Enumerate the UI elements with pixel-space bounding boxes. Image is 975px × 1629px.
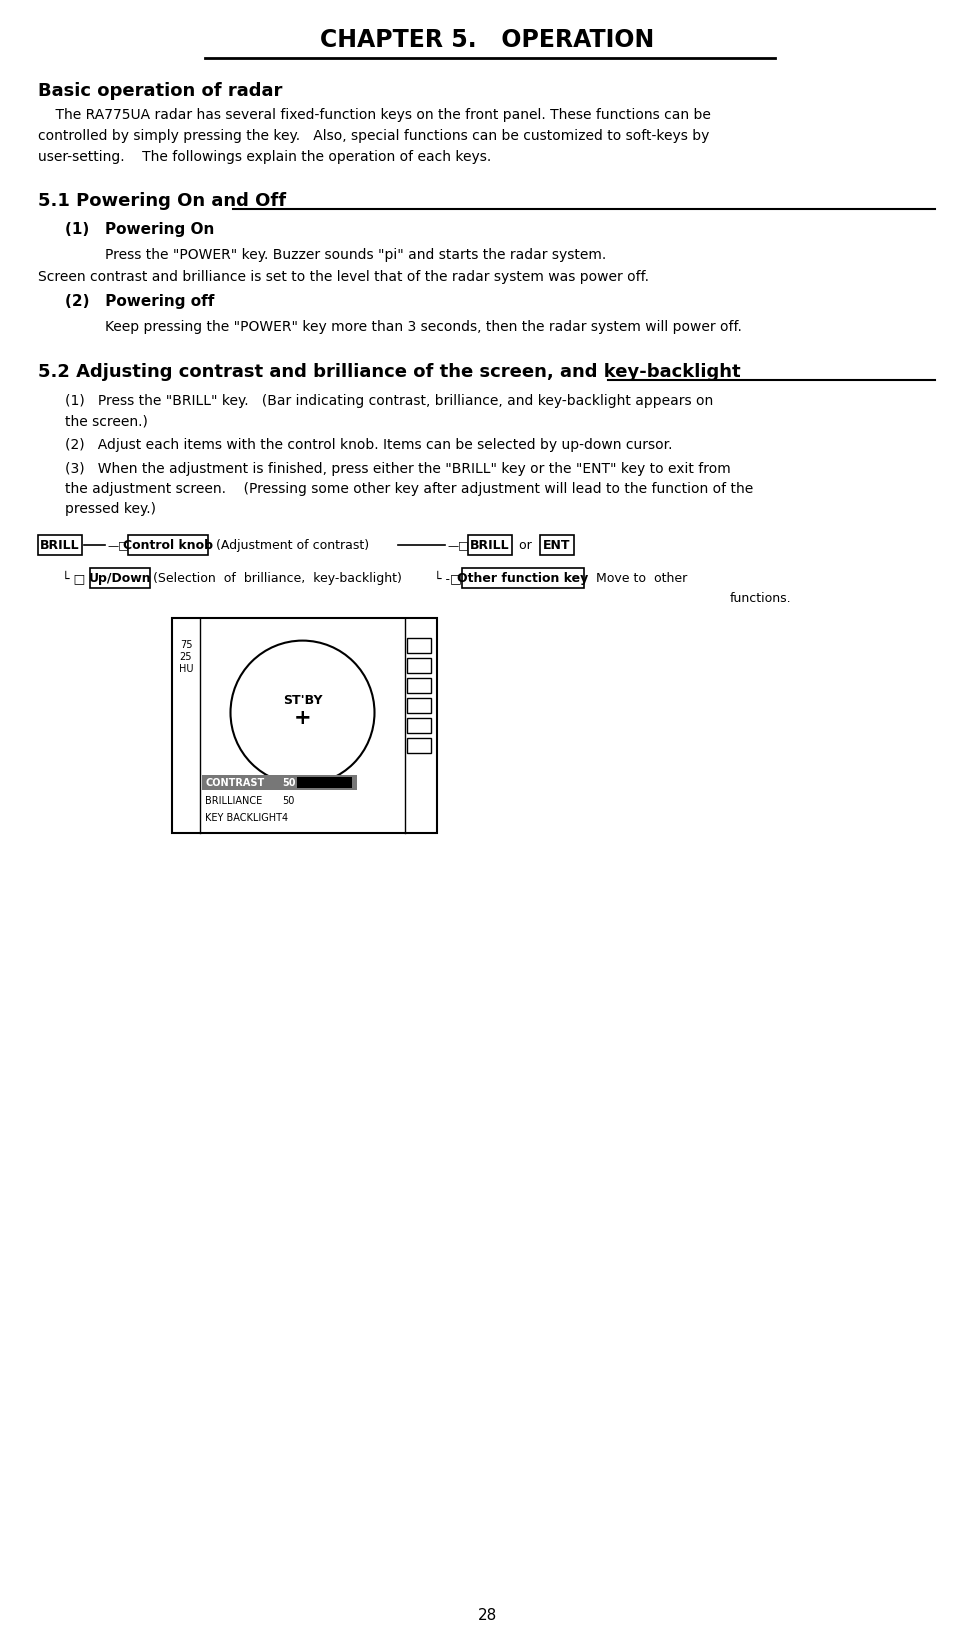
Text: 75: 75 (179, 640, 192, 650)
Text: (3)   When the adjustment is finished, press either the "BRILL" key or the "ENT": (3) When the adjustment is finished, pre… (65, 463, 730, 476)
Text: 25: 25 (179, 652, 192, 661)
Text: Keep pressing the "POWER" key more than 3 seconds, then the radar system will po: Keep pressing the "POWER" key more than … (105, 319, 742, 334)
Bar (172, 617, 437, 832)
Text: KEY BACKLIGHT: KEY BACKLIGHT (205, 813, 282, 823)
Text: Press the "POWER" key. Buzzer sounds "pi" and starts the radar system.: Press the "POWER" key. Buzzer sounds "pi… (105, 248, 606, 262)
Text: The RA775UA radar has several fixed-function keys on the front panel. These func: The RA775UA radar has several fixed-func… (38, 108, 711, 122)
Text: 50: 50 (282, 777, 295, 787)
Text: CONTRAST: CONTRAST (205, 777, 264, 787)
Text: —□: —□ (107, 539, 129, 551)
Bar (90, 569, 150, 588)
Text: (2)   Powering off: (2) Powering off (65, 293, 214, 310)
Text: Basic operation of radar: Basic operation of radar (38, 81, 283, 99)
Text: ST'BY: ST'BY (283, 694, 323, 707)
Text: 5.1 Powering On and Off: 5.1 Powering On and Off (38, 192, 286, 210)
Text: ENT: ENT (543, 539, 570, 552)
Text: └ □: └ □ (62, 572, 85, 585)
Text: (Adjustment of contrast): (Adjustment of contrast) (212, 539, 370, 552)
Text: BRILLIANCE: BRILLIANCE (205, 795, 262, 805)
Text: └ -□: └ -□ (430, 572, 462, 585)
Text: BRILL: BRILL (40, 539, 80, 552)
Text: functions.: functions. (730, 591, 792, 604)
Bar (462, 569, 584, 588)
Bar (407, 697, 431, 714)
Text: controlled by simply pressing the key.   Also, special functions can be customiz: controlled by simply pressing the key. A… (38, 129, 710, 143)
Bar (468, 534, 512, 555)
Bar (407, 658, 431, 673)
Bar (202, 775, 357, 790)
Text: BRILL: BRILL (470, 539, 510, 552)
Text: (2)   Adjust each items with the control knob. Items can be selected by up-down : (2) Adjust each items with the control k… (65, 438, 673, 451)
Bar (297, 777, 352, 788)
Text: 4: 4 (282, 813, 289, 823)
Bar (407, 678, 431, 692)
Text: Move to  other: Move to other (588, 572, 687, 585)
Bar (38, 534, 82, 555)
Bar (407, 718, 431, 733)
Text: user-setting.    The followings explain the operation of each keys.: user-setting. The followings explain the… (38, 150, 491, 165)
Text: the adjustment screen.    (Pressing some other key after adjustment will lead to: the adjustment screen. (Pressing some ot… (65, 482, 754, 495)
Text: Screen contrast and brilliance is set to the level that of the radar system was : Screen contrast and brilliance is set to… (38, 270, 649, 283)
Text: Other function key: Other function key (457, 572, 589, 585)
Text: CHAPTER 5.   OPERATION: CHAPTER 5. OPERATION (321, 28, 654, 52)
Text: (1)   Powering On: (1) Powering On (65, 222, 214, 236)
Text: 50: 50 (282, 795, 294, 805)
Text: (1)   Press the "BRILL" key.   (Bar indicating contrast, brilliance, and key-bac: (1) Press the "BRILL" key. (Bar indicati… (65, 394, 714, 407)
Text: 5.2 Adjusting contrast and brilliance of the screen, and key-backlight: 5.2 Adjusting contrast and brilliance of… (38, 363, 741, 381)
Bar (407, 639, 431, 653)
Text: HU: HU (178, 665, 193, 674)
Text: (Selection  of  brilliance,  key-backlight): (Selection of brilliance, key-backlight) (153, 572, 402, 585)
Text: Control knob: Control knob (123, 539, 213, 552)
Text: the screen.): the screen.) (65, 414, 148, 428)
Bar (128, 534, 208, 555)
Bar (407, 738, 431, 753)
Text: Up/Down: Up/Down (89, 572, 151, 585)
Text: pressed key.): pressed key.) (65, 502, 156, 516)
Text: or: or (515, 539, 535, 552)
Bar (540, 534, 574, 555)
Text: +: + (293, 707, 311, 728)
Text: 28: 28 (478, 1608, 497, 1622)
Text: —□: —□ (447, 539, 469, 551)
